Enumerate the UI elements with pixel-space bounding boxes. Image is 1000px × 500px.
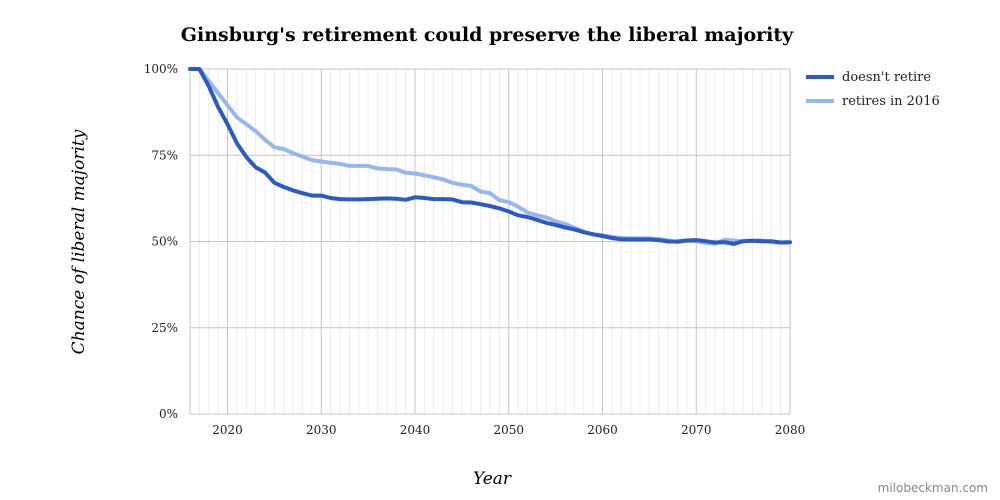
x-axis-label: Year (473, 469, 512, 489)
x-tick-label: 2080 (775, 423, 806, 437)
y-tick-label: 50% (151, 235, 178, 249)
y-axis-label: Chance of liberal majority (69, 129, 89, 354)
x-tick-label: 2020 (212, 423, 243, 437)
x-tick-label: 2040 (400, 423, 431, 437)
legend-label: doesn't retire (842, 70, 931, 85)
x-tick-label: 2030 (306, 423, 337, 437)
x-tick-label: 2070 (681, 423, 712, 437)
x-tick-label: 2060 (587, 423, 618, 437)
series-line (188, 67, 792, 246)
y-tick-label: 25% (151, 321, 178, 335)
y-tick-label: 0% (159, 407, 178, 421)
series-lines (188, 67, 792, 246)
axis-ticks: 2020 2030 2040 2050 2060 2070 2080 0% 25% 50% 75% 1… (144, 62, 806, 437)
legend-label: retires in 2016 (842, 94, 940, 109)
y-tick-label: 100% (144, 62, 178, 76)
x-tick-label: 2050 (493, 423, 524, 437)
chart-title: Ginsburg's retirement could preserve the… (181, 24, 794, 46)
y-tick-label: 75% (151, 148, 178, 162)
credit-text: milobeckman.com (878, 481, 988, 495)
legend: doesn't retire retires in 2016 (806, 70, 940, 109)
